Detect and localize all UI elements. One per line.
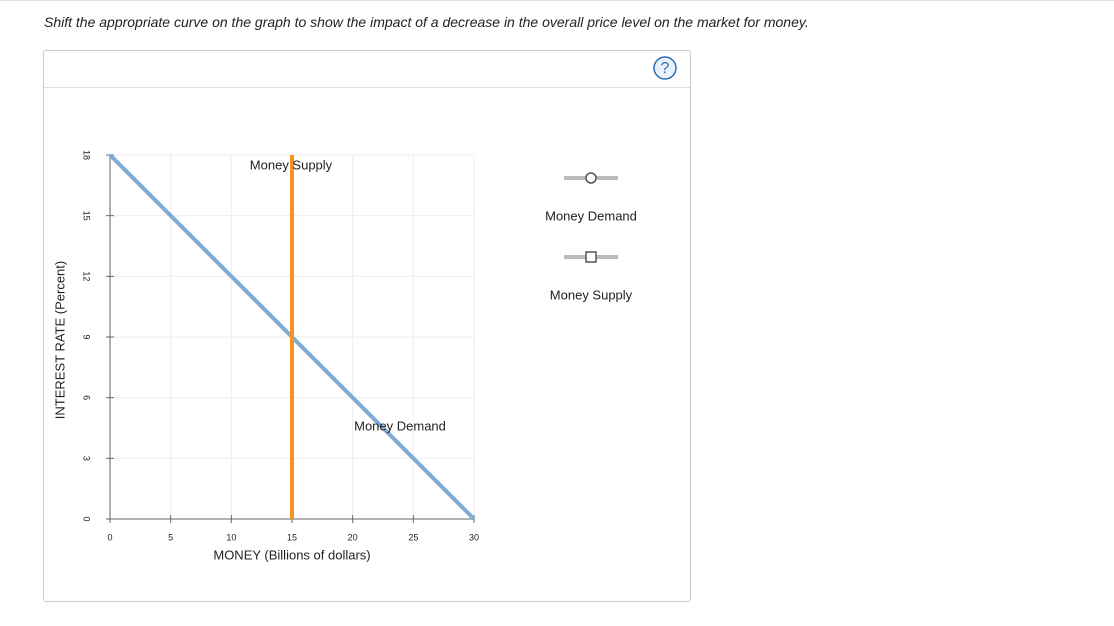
divider: [0, 0, 1114, 1]
x-tick-label: 15: [287, 532, 297, 542]
y-axis-label: INTEREST RATE (Percent): [52, 261, 67, 419]
panel-header: [44, 51, 690, 88]
tool-label[interactable]: Money Supply: [550, 287, 633, 302]
x-tick-label: 0: [107, 532, 112, 542]
y-tick-label: 18: [82, 150, 92, 160]
y-tick-label: 15: [82, 211, 92, 221]
x-tick-label: 20: [348, 532, 358, 542]
instruction: Shift the appropriate curve on the graph…: [44, 14, 809, 30]
tool-marker[interactable]: [585, 172, 597, 184]
y-tick-label: 0: [82, 516, 92, 521]
y-tick-label: 9: [82, 334, 92, 339]
graph-panel: [43, 50, 691, 602]
curve-label: Money Supply: [250, 157, 333, 172]
curve-label: Money Demand: [354, 418, 446, 433]
y-tick-label: 6: [82, 395, 92, 400]
x-tick-label: 5: [168, 532, 173, 542]
help-circle[interactable]: [653, 56, 677, 80]
x-tick-label: 10: [226, 532, 236, 542]
x-tick-label: 30: [469, 532, 479, 542]
y-tick-label: 12: [82, 271, 92, 281]
help-button[interactable]: ?: [653, 56, 677, 80]
y-tick-label: 3: [82, 456, 92, 461]
x-tick-label: 25: [408, 532, 418, 542]
tool-marker[interactable]: [585, 251, 597, 263]
tool-label[interactable]: Money Demand: [545, 208, 637, 223]
help-label[interactable]: ?: [661, 60, 670, 77]
x-axis-label: MONEY (Billions of dollars): [213, 547, 370, 562]
